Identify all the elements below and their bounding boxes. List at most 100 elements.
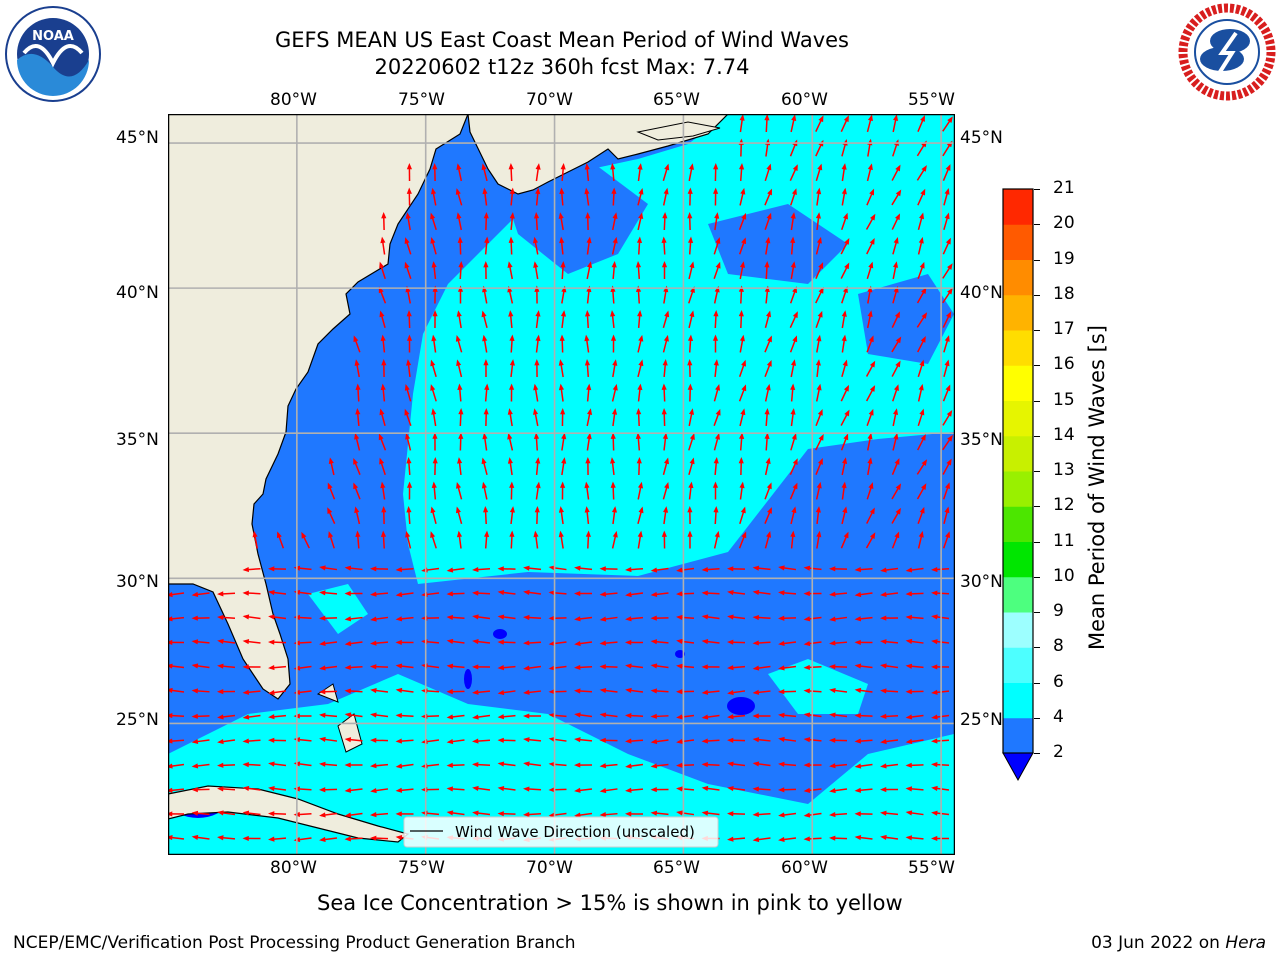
colorbar-tick-mark bbox=[1034, 717, 1040, 719]
wave-arrow-head bbox=[905, 638, 913, 644]
wave-arrow-head bbox=[497, 639, 504, 645]
wave-arrow-head bbox=[894, 311, 900, 319]
wave-arrow-head bbox=[497, 785, 505, 792]
wave-arrow-head bbox=[446, 638, 454, 644]
wave-arrow-head bbox=[650, 639, 658, 645]
wave-arrow-head bbox=[661, 236, 667, 243]
wave-arrow-head bbox=[599, 737, 606, 743]
wave-arrow-head bbox=[829, 664, 836, 670]
wave-arrow-head bbox=[523, 786, 530, 792]
wave-arrow-head bbox=[650, 738, 658, 745]
wave-arrow-head bbox=[854, 616, 862, 622]
wave-arrow-head bbox=[688, 481, 694, 489]
wave-arrow-head bbox=[738, 310, 744, 317]
wave-arrow-head bbox=[931, 835, 938, 842]
wave-arrow-head bbox=[586, 432, 592, 440]
wave-arrow-head bbox=[548, 736, 556, 742]
wave-arrow-head bbox=[431, 408, 437, 415]
wave-arrow-head bbox=[535, 163, 541, 170]
wave-arrow-head bbox=[587, 261, 593, 268]
wave-arrow-head bbox=[484, 530, 490, 538]
wave-arrow-head bbox=[191, 615, 198, 621]
wave-arrow-head bbox=[637, 481, 644, 489]
wave-arrow-head bbox=[738, 163, 745, 170]
wave-arrow-head bbox=[610, 334, 617, 341]
wave-arrow-head bbox=[344, 836, 351, 842]
wave-arrow-head bbox=[533, 383, 539, 391]
colorbar-segment bbox=[1003, 189, 1033, 225]
wave-arrow-head bbox=[767, 335, 772, 343]
wave-arrow-head bbox=[558, 212, 564, 219]
wave-arrow-head bbox=[191, 688, 199, 694]
wave-arrow-head bbox=[559, 187, 565, 195]
wave-arrow-head bbox=[217, 591, 224, 597]
wave-arrow-head bbox=[431, 187, 437, 195]
wave-arrow-head bbox=[854, 687, 862, 694]
wave-arrow-head bbox=[829, 591, 836, 597]
wave-arrow-head bbox=[893, 408, 899, 415]
wave-arrow-head bbox=[701, 810, 709, 816]
wave-arrow-head bbox=[242, 614, 250, 620]
wave-arrow-head bbox=[625, 639, 632, 645]
wave-arrow-head bbox=[599, 763, 607, 769]
wave-arrow-head bbox=[574, 688, 581, 694]
wave-arrow-head bbox=[455, 335, 461, 342]
wave-arrow-head bbox=[944, 335, 950, 342]
wave-arrow-head bbox=[458, 432, 464, 439]
wave-arrow-head bbox=[217, 762, 224, 768]
wave-arrow-head bbox=[191, 738, 199, 745]
wave-arrow-head bbox=[344, 737, 352, 743]
wave-arrow-head bbox=[395, 835, 403, 841]
wave-arrow-head bbox=[574, 590, 581, 597]
wave-arrow-head bbox=[610, 457, 616, 464]
wave-arrow-head bbox=[268, 665, 275, 671]
wave-arrow-head bbox=[854, 835, 862, 841]
wave-arrow-head bbox=[191, 663, 199, 669]
wave-arrow-head bbox=[792, 164, 798, 172]
wave-arrow-head bbox=[766, 530, 772, 538]
wave-arrow-head bbox=[319, 712, 326, 718]
land-usa bbox=[168, 114, 469, 700]
colorbar-tick-mark bbox=[1034, 224, 1040, 226]
wave-arrow-head bbox=[482, 187, 488, 195]
colorbar-segment bbox=[1003, 682, 1033, 719]
wave-arrow-head bbox=[817, 408, 823, 416]
wave-arrow-head bbox=[612, 236, 618, 244]
wave-arrow-head bbox=[829, 737, 836, 743]
wave-arrow-head bbox=[829, 712, 836, 718]
wave-arrow-head bbox=[816, 481, 822, 489]
wave-arrow-head bbox=[497, 665, 505, 671]
wave-arrow-head bbox=[319, 665, 326, 671]
wave-arrow-head bbox=[395, 787, 403, 793]
wave-arrow-head bbox=[370, 640, 377, 646]
wave-arrow-head bbox=[676, 591, 683, 597]
wave-arrow-head bbox=[395, 566, 402, 573]
wave-arrow-head bbox=[548, 689, 555, 695]
wave-arrow-head bbox=[497, 614, 505, 620]
wave-arrow-head bbox=[523, 713, 530, 719]
wave-arrow-head bbox=[242, 785, 250, 792]
wave-arrow-head bbox=[920, 188, 926, 196]
wave-arrow-head bbox=[252, 530, 258, 538]
wave-arrow-head bbox=[945, 164, 951, 171]
wave-arrow-head bbox=[584, 163, 590, 170]
wave-arrow-head bbox=[727, 589, 734, 596]
wave-arrow-head bbox=[319, 787, 326, 793]
wave-arrow-head bbox=[676, 663, 683, 669]
wave-arrow-head bbox=[715, 408, 721, 416]
wave-arrow-head bbox=[431, 481, 437, 489]
wave-arrow-head bbox=[599, 687, 607, 694]
colorbar-segment bbox=[1003, 471, 1033, 507]
wave-arrow-head bbox=[457, 383, 463, 391]
wave-arrow-head bbox=[803, 787, 811, 793]
wave-arrow-head bbox=[638, 334, 644, 342]
wave-arrow-head bbox=[713, 163, 719, 170]
wave-arrow-head bbox=[406, 334, 413, 341]
wave-arrow-head bbox=[895, 189, 902, 197]
lat-label-left: 25°N bbox=[116, 710, 159, 730]
wave-arrow-head bbox=[931, 738, 938, 744]
wave-arrow-head bbox=[395, 811, 402, 817]
wave-arrow-head bbox=[816, 530, 822, 538]
wave-arrow-head bbox=[918, 236, 924, 244]
wave-arrow-head bbox=[472, 664, 479, 670]
